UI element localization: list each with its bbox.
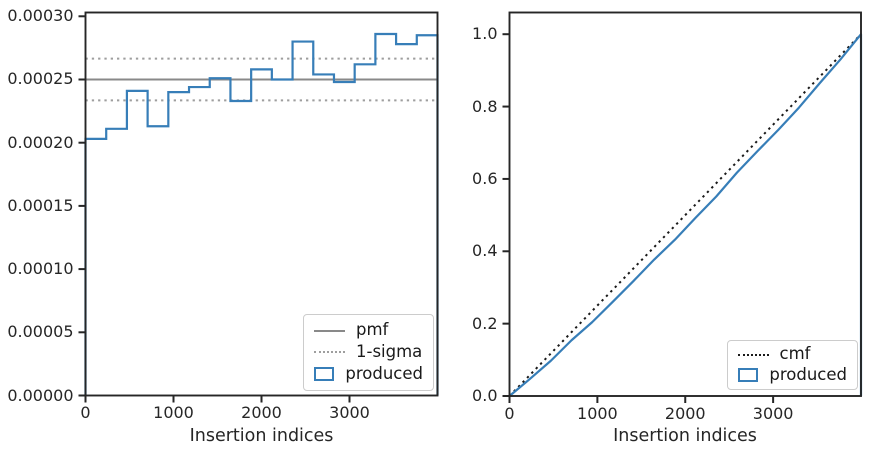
legend-entry-sigma: 1-sigma [314, 342, 423, 362]
legend-label: produced [345, 363, 423, 383]
x-tick-label: 2000 [241, 403, 282, 422]
y-tick-label: 0.4 [472, 241, 498, 261]
y-tick-label: 0.00005 [7, 322, 74, 342]
legend-label: cmf [779, 344, 811, 364]
y-tick-label: 0.8 [472, 96, 498, 116]
left-legend: pmf 1-sigma produced [303, 314, 434, 391]
pmf-line-icon [314, 329, 345, 332]
legend-label: pmf [356, 320, 389, 340]
right-legend: cmf produced [726, 340, 858, 390]
right-xaxis-label: Insertion indices [613, 426, 757, 446]
y-tick-label: 0.6 [472, 168, 498, 188]
produced-step-icon [314, 367, 335, 382]
legend-entry-cmf: cmf [737, 344, 848, 364]
legend-entry-produced: produced [314, 363, 423, 384]
y-tick-label: 0.00015 [7, 195, 74, 215]
y-tick-label: 0.00000 [7, 385, 74, 405]
y-tick-label: 0.00025 [7, 69, 74, 89]
produced-step-icon [737, 368, 759, 383]
x-tick-label: 0 [80, 403, 91, 422]
x-tick-label: 3000 [752, 403, 794, 423]
cmf-dotted-line-icon [737, 353, 769, 356]
legend-label: 1-sigma [356, 342, 423, 361]
left-xaxis-label: Insertion indices [189, 426, 334, 446]
legend-label: produced [769, 364, 847, 384]
y-tick-label: 0.2 [472, 313, 498, 333]
y-tick-label: 0.00010 [7, 259, 74, 279]
y-tick-label: 1.0 [472, 24, 498, 44]
legend-entry-pmf: pmf [314, 320, 423, 340]
legend-entry-produced: produced [737, 364, 847, 385]
x-tick-label: 2000 [664, 403, 706, 423]
x-tick-label: 0 [504, 403, 515, 423]
x-tick-label: 3000 [329, 403, 370, 422]
y-tick-label: 0.00020 [7, 132, 74, 152]
y-tick-label: 0.00030 [7, 6, 74, 26]
sigma-dotted-line-icon [314, 351, 345, 354]
x-tick-label: 1000 [577, 403, 618, 423]
y-tick-label: 0.0 [472, 386, 498, 405]
x-tick-label: 1000 [153, 403, 194, 422]
